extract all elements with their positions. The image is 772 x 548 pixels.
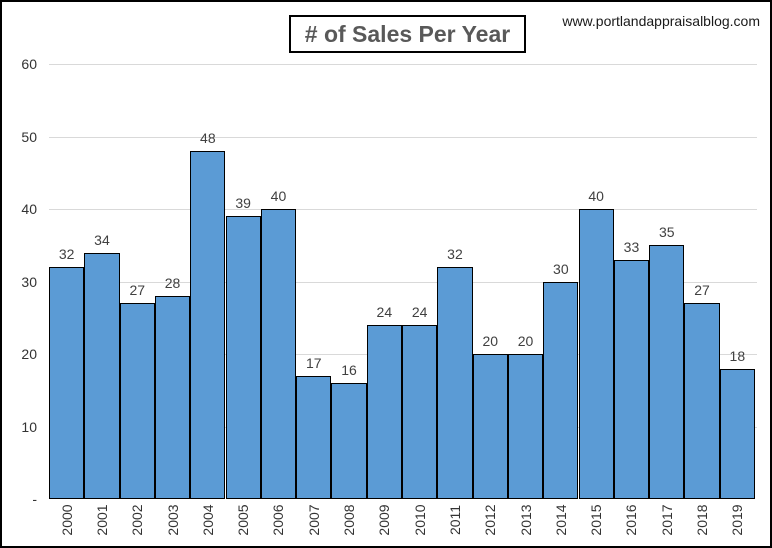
x-tick-label: 2005 xyxy=(235,504,252,536)
bar-value-label: 33 xyxy=(623,238,640,255)
bar xyxy=(472,354,508,499)
bar xyxy=(296,375,332,499)
bar-value-label: 18 xyxy=(729,347,746,364)
bar xyxy=(366,325,402,499)
x-tick-label: 2008 xyxy=(341,504,358,536)
gridline xyxy=(49,136,757,138)
x-tick-label: 2018 xyxy=(694,504,711,536)
bar xyxy=(225,216,261,499)
bar-value-label: 24 xyxy=(411,304,428,320)
y-tick-label: 50 xyxy=(21,128,37,145)
bar-value-label: 27 xyxy=(694,282,710,299)
bar xyxy=(578,209,614,499)
y-tick-label: - xyxy=(32,491,37,507)
bar xyxy=(402,325,438,499)
x-tick-label: 2011 xyxy=(446,504,463,536)
x-tick-label: 2000 xyxy=(58,504,75,536)
y-tick-label: 60 xyxy=(21,56,37,72)
x-tick-label: 2007 xyxy=(305,504,322,536)
bar-value-label: 30 xyxy=(553,260,569,277)
chart-title-text: # of Sales Per Year xyxy=(304,20,511,47)
bar-value-label: 34 xyxy=(94,231,110,248)
bar-value-label: 20 xyxy=(517,333,534,349)
bar xyxy=(543,281,579,499)
gridline xyxy=(49,281,757,283)
x-tick-label: 2012 xyxy=(482,504,499,536)
x-tick-label: 2010 xyxy=(411,504,428,536)
bar-value-label: 27 xyxy=(129,282,146,299)
x-tick-label: 2004 xyxy=(199,504,216,536)
bar-value-label: 32 xyxy=(447,246,463,262)
bar xyxy=(331,383,367,499)
bar-value-label: 32 xyxy=(58,246,75,262)
bar-value-label: 35 xyxy=(658,224,675,241)
x-tick-label: 2016 xyxy=(623,504,640,536)
bar xyxy=(684,303,720,499)
bar xyxy=(119,303,155,499)
bar-value-label: 40 xyxy=(588,188,604,204)
bar-value-label: 48 xyxy=(200,130,216,146)
bar-value-label: 40 xyxy=(270,188,287,204)
bar xyxy=(719,368,755,499)
x-tick-label: 2006 xyxy=(270,504,287,536)
bar-value-label: 39 xyxy=(235,195,251,212)
x-tick-label: 2001 xyxy=(93,504,110,536)
bar-value-label: 28 xyxy=(164,275,181,291)
x-tick-label: 2014 xyxy=(552,504,569,536)
x-tick-label: 2019 xyxy=(729,504,746,536)
bar-value-label: 24 xyxy=(376,304,393,320)
y-tick-label: 30 xyxy=(21,273,37,290)
chart-title-box: # of Sales Per Year xyxy=(289,15,526,53)
x-tick-label: 2015 xyxy=(588,504,605,536)
bar xyxy=(613,259,650,499)
y-tick-label: 20 xyxy=(21,346,37,362)
gridline xyxy=(49,64,757,65)
bar xyxy=(507,354,544,499)
bar-value-label: 16 xyxy=(341,362,357,378)
x-tick-label: 2003 xyxy=(164,504,181,536)
gridline xyxy=(49,209,757,210)
bar xyxy=(649,245,685,499)
x-tick-label: 2009 xyxy=(376,504,393,536)
x-tick-label: 2017 xyxy=(658,504,675,536)
bar xyxy=(437,267,473,499)
bar-value-label: 20 xyxy=(482,333,499,349)
bar xyxy=(84,252,120,499)
bar xyxy=(49,267,85,499)
bar xyxy=(260,209,297,499)
bar xyxy=(154,296,191,499)
y-tick-label: 10 xyxy=(21,418,37,435)
y-tick-label: 40 xyxy=(21,201,37,217)
x-tick-label: 2013 xyxy=(517,504,534,536)
website-url-text: www.portlandappraisalblog.com xyxy=(562,13,760,29)
bar xyxy=(190,151,226,499)
bar-value-label: 17 xyxy=(305,354,322,371)
x-tick-label: 2002 xyxy=(129,504,146,536)
